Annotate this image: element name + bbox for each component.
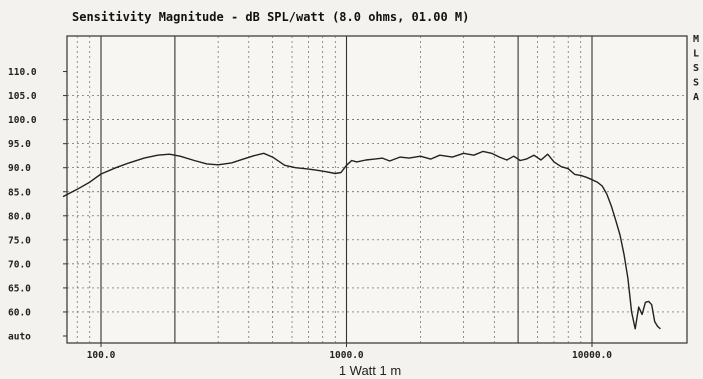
y-tick-label: 100.0 [8,115,37,126]
x-axis-label: 1 Watt 1 m [339,363,401,378]
series-layer [62,150,661,330]
plot-frame [66,35,688,344]
y-tick-label: 70.0 [8,259,31,270]
axis-ticks: 110.0 105.0 100.0 95.0 90.0 85.0 80.0 75.0 70.0 6… [8,67,612,361]
side-letter: S [693,78,699,89]
y-tick-label: auto [8,332,31,343]
y-tick-label: 95.0 [8,139,31,150]
chart-title: Sensitivity Magnitude - dB SPL/watt (8.0… [72,10,469,24]
side-letter: S [693,63,699,74]
y-tick-label: 90.0 [8,163,31,174]
y-tick-label: 75.0 [8,235,31,246]
y-tick-label: 65.0 [8,283,31,294]
y-tick-label: 80.0 [8,211,31,222]
grid [67,36,687,343]
x-tick-label: 100.0 [87,350,116,361]
y-tick-label: 105.0 [8,91,37,102]
y-tick-label: 60.0 [8,307,31,318]
series-line [62,150,661,330]
x-tick-label: 10000.0 [572,350,612,361]
x-tick-label: 1000.0 [329,350,364,361]
side-letter: L [693,49,699,60]
y-tick-label: 85.0 [8,187,31,198]
side-letter: A [693,92,699,103]
side-letter: M [693,34,699,45]
y-tick-label: 110.0 [8,67,37,78]
